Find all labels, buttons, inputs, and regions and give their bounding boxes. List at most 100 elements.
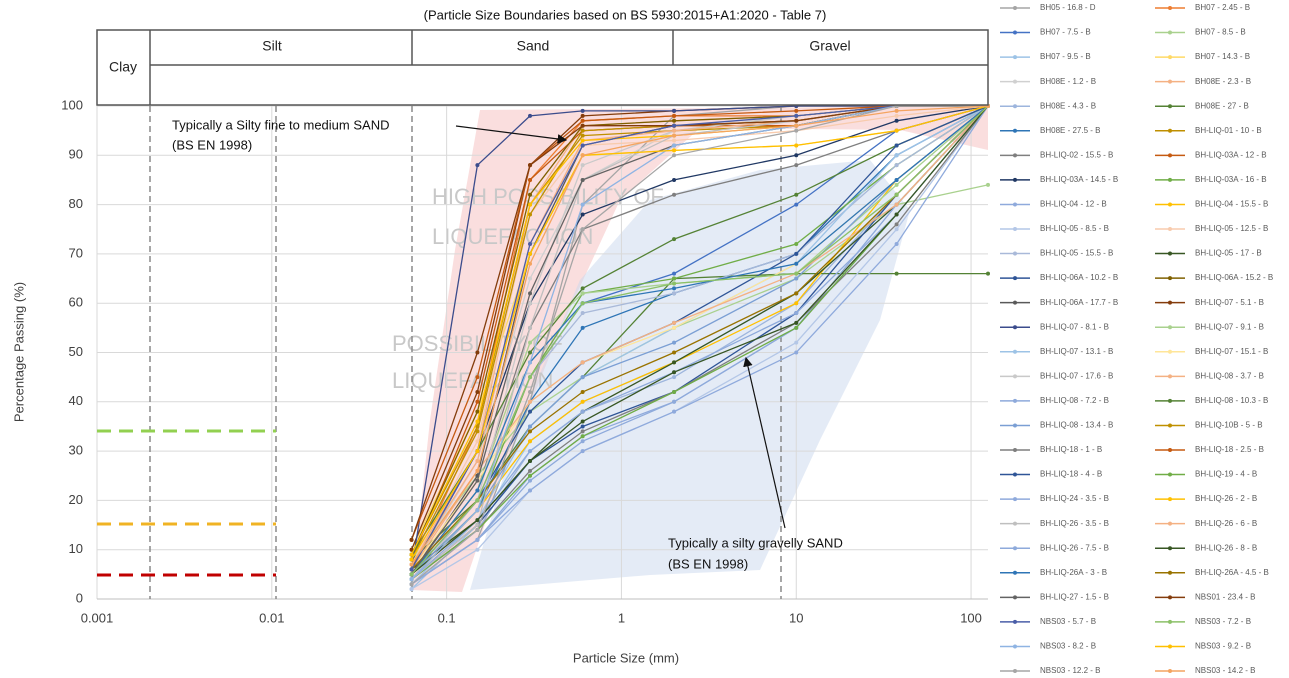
data-point (528, 399, 533, 404)
data-point (528, 261, 533, 266)
data-point (528, 429, 533, 434)
legend-marker (1013, 398, 1017, 403)
data-point (580, 311, 585, 316)
x-tick-label: 100 (960, 610, 982, 625)
series-line (411, 105, 989, 585)
data-point (580, 153, 585, 158)
data-point (794, 113, 799, 118)
legend-label: BH-LIQ-02 - 15.5 - B (1040, 150, 1113, 159)
data-point (528, 192, 533, 197)
data-point (475, 498, 480, 503)
legend-marker (1013, 570, 1017, 575)
data-point (672, 325, 677, 330)
legend-label: NBS01 - 23.4 - B (1195, 592, 1255, 601)
legend-label: BH07 - 14.3 - B (1195, 52, 1250, 61)
data-point (580, 138, 585, 143)
legend-marker (1013, 276, 1017, 281)
series-line (410, 105, 988, 541)
series-line (411, 105, 988, 580)
data-point (475, 508, 480, 513)
data-point (794, 301, 799, 306)
data-point (475, 518, 480, 523)
data-point (580, 325, 585, 330)
legend-marker (1013, 669, 1017, 673)
legend-marker (1013, 251, 1017, 256)
header-frame (96, 29, 989, 106)
legend-marker (1013, 349, 1017, 354)
annotation: Typically a Silty fine to medium SAND (172, 117, 389, 132)
data-point (580, 424, 585, 429)
legend-marker (1168, 55, 1172, 60)
legend-marker (1013, 104, 1017, 109)
legend-label: BH-LIQ-26 - 6 - B (1195, 519, 1257, 528)
legend-marker (1013, 448, 1017, 452)
data-point (672, 143, 677, 148)
data-point (475, 527, 480, 532)
data-point (528, 163, 533, 168)
data-point (672, 281, 677, 286)
legend-label: BH-LIQ-18 - 4 - B (1040, 470, 1102, 479)
data-point (528, 439, 533, 444)
data-point (528, 276, 533, 281)
data-point (475, 429, 480, 434)
data-point (672, 276, 677, 281)
boundaries (149, 106, 782, 599)
legend-marker (1013, 325, 1017, 330)
data-point (409, 557, 414, 562)
legend-label: BH-LIQ-07 - 9.1 - B (1195, 322, 1264, 331)
data-point (794, 261, 799, 266)
y-tick-label: 70 (69, 245, 83, 260)
data-point (672, 370, 677, 375)
legend-marker (1168, 497, 1172, 502)
class-label: Silt (262, 38, 282, 54)
legend-marker (1013, 595, 1017, 600)
legend-label: BH-LIQ-03A - 12 - B (1195, 150, 1267, 159)
data-point (475, 439, 480, 444)
data-point (580, 439, 585, 444)
data-point (580, 212, 585, 217)
legend-marker (1013, 30, 1017, 35)
legend-marker (1168, 423, 1172, 428)
legend-label: BH-LIQ-08 - 13.4 - B (1040, 421, 1113, 430)
legend-label: BH07 - 2.45 - B (1195, 3, 1250, 12)
legend-marker (1168, 6, 1172, 10)
legend: BH05 - 16.8 - D BH07 - 2.45 - B BH07 - 7.5… (1000, 3, 1273, 675)
legend-marker (1013, 644, 1017, 649)
data-point (580, 291, 585, 296)
legend-label: BH-LIQ-04 - 12 - B (1040, 200, 1107, 209)
legend-label: NBS03 - 8.2 - B (1040, 642, 1096, 651)
data-point (528, 113, 533, 118)
series-line (411, 105, 989, 575)
legend-label: BH08E - 27.5 - B (1040, 126, 1100, 135)
data-point (794, 192, 799, 197)
data-point (986, 182, 990, 187)
legend-marker (1168, 104, 1172, 109)
data-point (580, 429, 585, 434)
data-point (672, 360, 677, 365)
data-point (528, 325, 533, 330)
data-point (580, 375, 585, 380)
data-point (894, 227, 899, 232)
data-point (894, 128, 899, 133)
legend-marker (1168, 570, 1172, 575)
legend-label: BH-LIQ-27 - 1.5 - B (1040, 592, 1109, 601)
legend-marker (1013, 423, 1017, 428)
data-point (528, 301, 533, 306)
data-point (794, 118, 799, 123)
legend-marker (1168, 251, 1172, 256)
y-tick-label: 80 (69, 196, 83, 211)
y-tick-label: 100 (61, 97, 83, 112)
data-point (794, 350, 799, 355)
data-point (580, 434, 585, 439)
data-point (794, 128, 799, 133)
series-line (411, 105, 988, 585)
x-tick-label: 0.01 (259, 610, 284, 625)
data-point (794, 108, 799, 113)
legend-label: BH-LIQ-01 - 10 - B (1195, 126, 1262, 135)
legend-marker (1013, 177, 1017, 182)
data-point (475, 163, 480, 168)
data-point (794, 325, 799, 330)
data-point (894, 222, 899, 227)
legend-marker (1013, 202, 1017, 207)
